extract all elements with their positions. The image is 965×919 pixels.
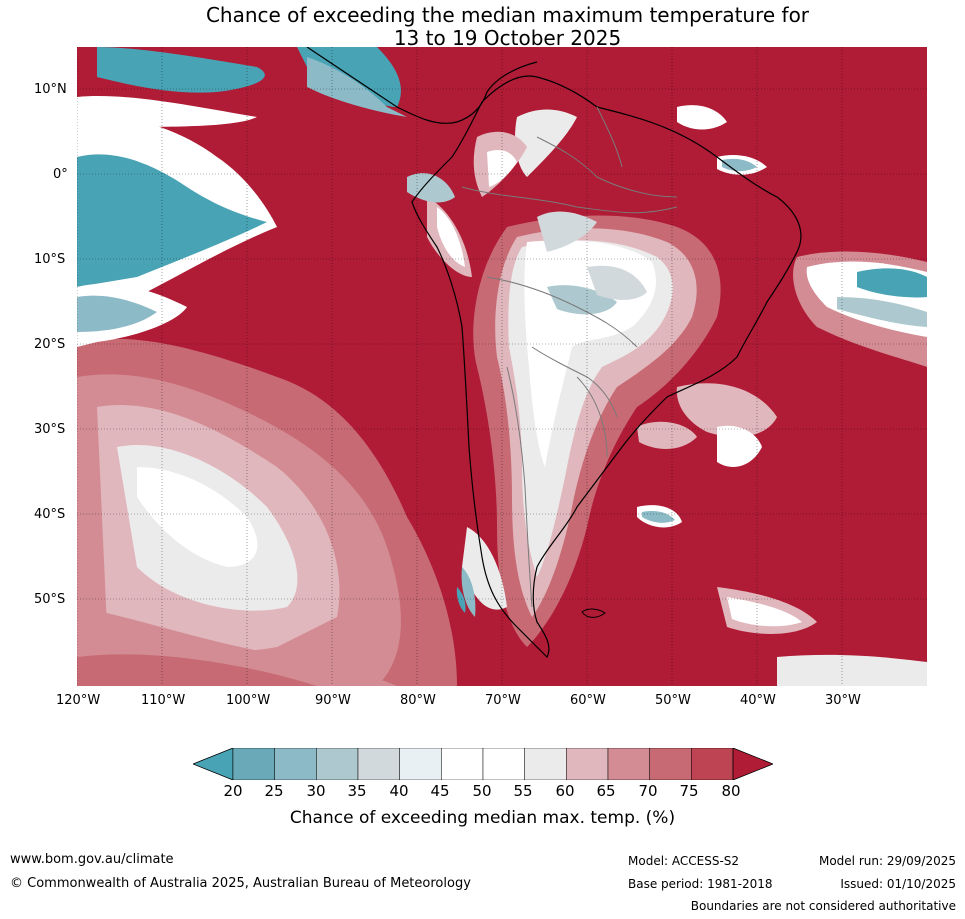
colorbar-tick-35: 35 — [347, 782, 367, 800]
colorbar — [193, 748, 773, 780]
colorbar-cell — [316, 748, 359, 780]
central-america-coastline — [306, 47, 538, 124]
south-america-coastline — [411, 75, 802, 659]
colorbar-extend-low — [193, 748, 234, 780]
lon-label-100w: 100°W — [226, 693, 271, 708]
south-america-field — [407, 109, 721, 647]
country-borders — [461, 106, 678, 608]
colorbar-tick-80: 80 — [721, 782, 741, 800]
lon-label-110w: 110°W — [141, 693, 186, 708]
lon-label-80w: 80°W — [400, 693, 436, 708]
colorbar-cell — [482, 748, 525, 780]
colorbar-tick-55: 55 — [513, 782, 533, 800]
title-line-1: Chance of exceeding the median maximum t… — [205, 3, 810, 27]
atlantic-mixed-field — [637, 105, 927, 686]
colorbar-cell — [357, 748, 400, 780]
colorbar-tick-50: 50 — [472, 782, 492, 800]
lat-label-50s: 50°S — [34, 592, 66, 607]
lon-label-30w: 30°W — [825, 693, 861, 708]
website-link[interactable]: www.bom.gov.au/climate — [10, 852, 174, 867]
lat-label-0: 0° — [53, 167, 68, 182]
disclaimer-text: Boundaries are not considered authoritat… — [690, 899, 956, 913]
colorbar-tick-60: 60 — [555, 782, 575, 800]
title-line-2: 13 to 19 October 2025 — [393, 26, 622, 50]
colorbar-cell — [566, 748, 609, 780]
copyright-text: © Commonwealth of Australia 2025, Austra… — [10, 876, 471, 891]
lon-label-40w: 40°W — [740, 693, 776, 708]
lon-label-120w: 120°W — [56, 693, 101, 708]
lat-label-10s: 10°S — [34, 252, 66, 267]
colorbar-cell — [691, 748, 734, 780]
colorbar-tick-20: 20 — [223, 782, 243, 800]
colorbar-tick-40: 40 — [389, 782, 409, 800]
map-title: Chance of exceeding the median maximum t… — [0, 4, 965, 50]
lon-label-70w: 70°W — [485, 693, 521, 708]
colorbar-extend-high — [732, 748, 773, 780]
colorbar-tick-25: 25 — [264, 782, 284, 800]
colorbar-cell — [232, 748, 275, 780]
colorbar-cell — [399, 748, 442, 780]
colorbar-tick-75: 75 — [679, 782, 699, 800]
lon-label-50w: 50°W — [655, 693, 691, 708]
lon-label-90w: 90°W — [315, 693, 351, 708]
colorbar-cell — [607, 748, 650, 780]
map-svg — [77, 47, 927, 686]
model-text: Model: ACCESS-S2 — [628, 854, 740, 868]
lat-label-10n: 10°N — [34, 82, 67, 97]
colorbar-cell — [649, 748, 692, 780]
colorbar-title: Chance of exceeding median max. temp. (%… — [289, 808, 676, 828]
graticule — [77, 47, 927, 686]
south-pacific-mixed-field — [77, 338, 457, 686]
falkland-islands — [581, 608, 606, 618]
lat-label-20s: 20°S — [34, 337, 66, 352]
colorbar-tick-65: 65 — [596, 782, 616, 800]
lat-label-30s: 30°S — [34, 422, 66, 437]
colorbar-tick-45: 45 — [430, 782, 450, 800]
base-period-text: Base period: 1981-2018 — [628, 877, 773, 891]
lat-label-40s: 40°S — [34, 507, 66, 522]
colorbar-cell — [441, 748, 484, 780]
colorbar-cell — [274, 748, 317, 780]
forecast-map — [77, 47, 927, 686]
issued-text: Issued: 01/10/2025 — [840, 877, 956, 891]
model-run-text: Model run: 29/09/2025 — [818, 854, 956, 868]
lon-label-60w: 60°W — [570, 693, 606, 708]
colorbar-tick-70: 70 — [638, 782, 658, 800]
colorbar-cell — [524, 748, 567, 780]
colorbar-tick-30: 30 — [306, 782, 326, 800]
